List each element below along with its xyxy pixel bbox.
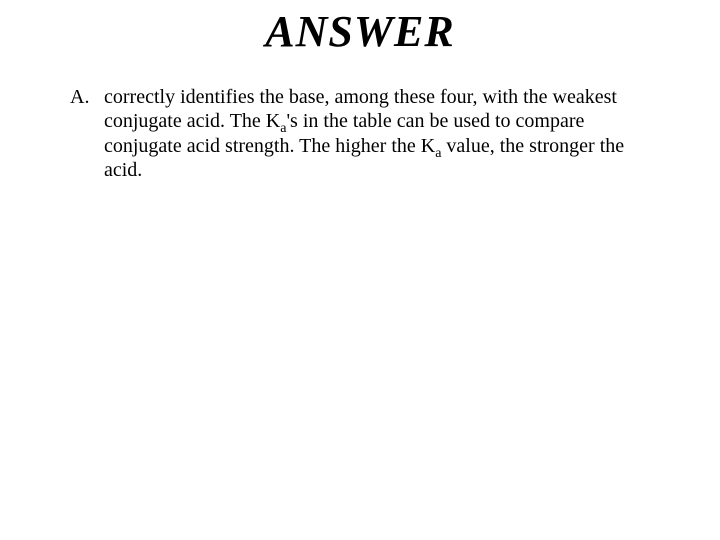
answer-body: A. correctly identifies the base, among …: [0, 57, 720, 183]
answer-marker: A.: [70, 85, 104, 183]
slide: ANSWER A. correctly identifies the base,…: [0, 0, 720, 540]
answer-text: correctly identifies the base, among the…: [104, 85, 650, 183]
page-title: ANSWER: [0, 0, 720, 57]
answer-item: A. correctly identifies the base, among …: [70, 85, 650, 183]
